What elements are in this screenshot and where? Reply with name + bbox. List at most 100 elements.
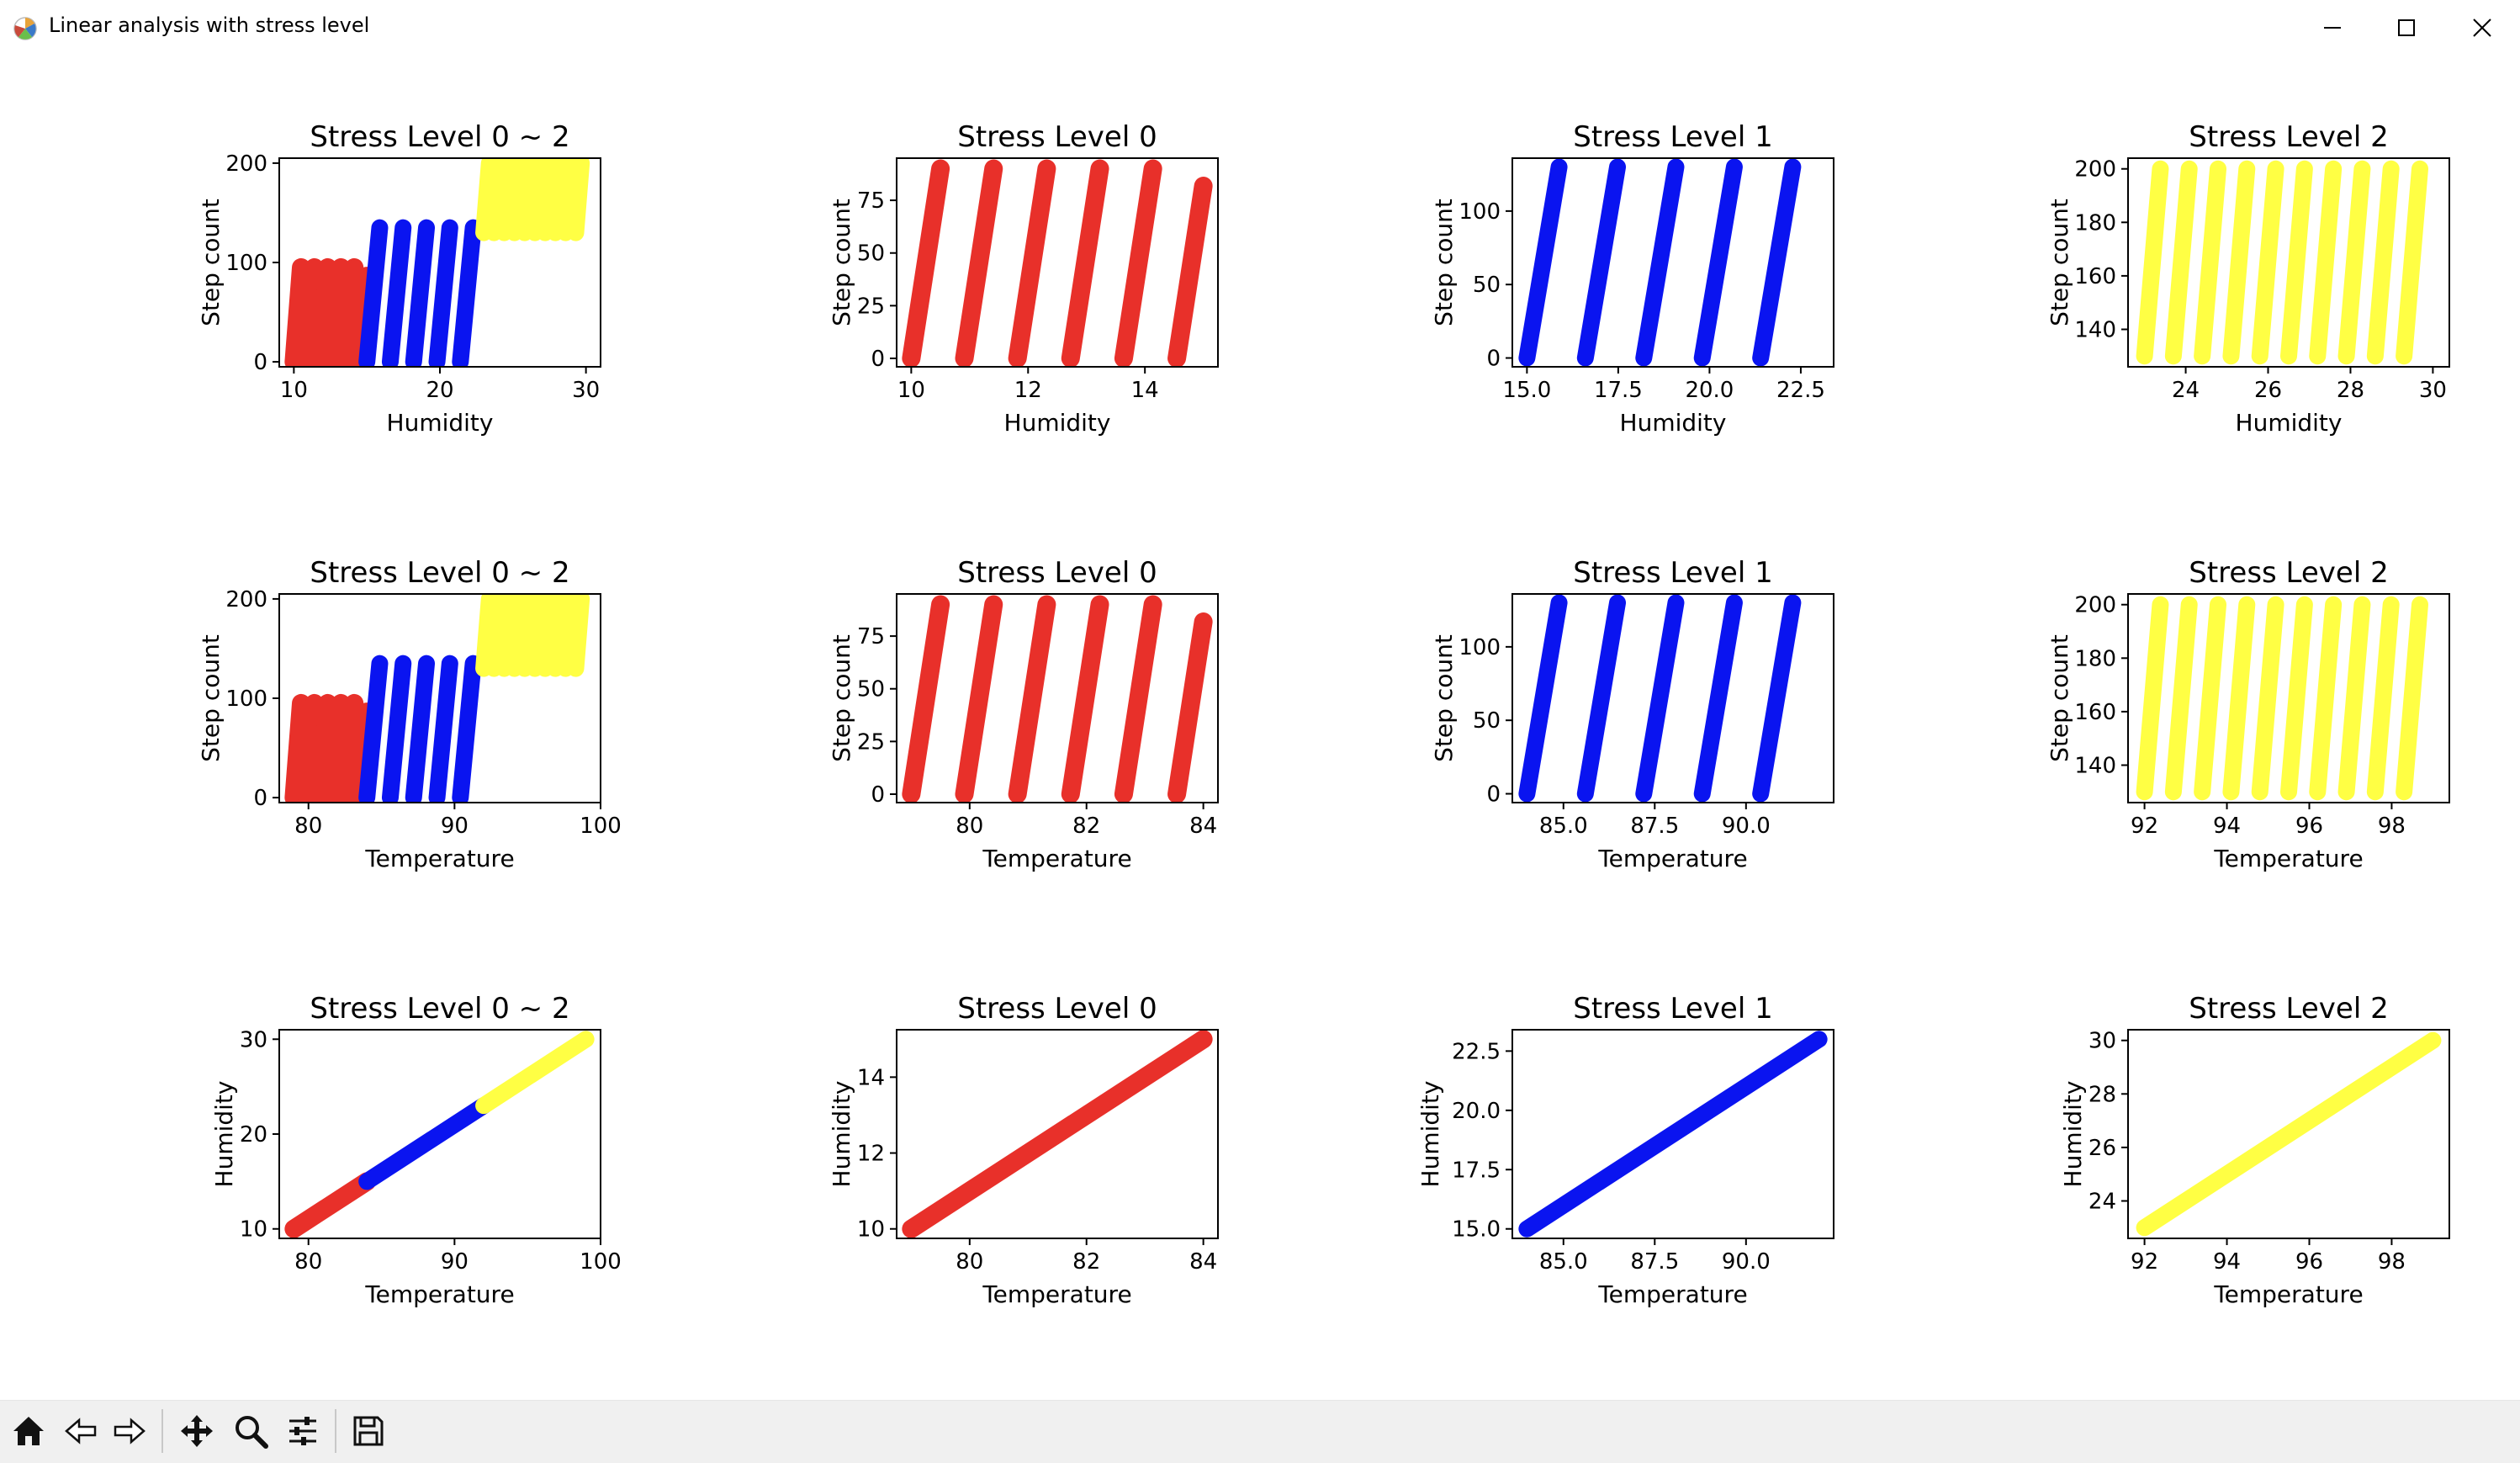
y-axis-label: Humidity: [828, 1081, 855, 1188]
y-tick-label: 30: [240, 1027, 267, 1052]
y-tick-label: 24: [2089, 1189, 2116, 1214]
axes-frame: [1511, 593, 1834, 803]
series-0-stripe: [2251, 160, 2284, 365]
y-tick-label: 160: [2074, 700, 2116, 725]
plot-area: [2136, 160, 2428, 365]
y-tick-label: 28: [2089, 1082, 2116, 1107]
axes-frame: [2127, 593, 2450, 803]
series-0-stripe: [284, 693, 311, 803]
x-tick-label: 94: [2213, 814, 2241, 839]
x-axis-label: Temperature: [1597, 1280, 1747, 1308]
configure-subplots-button[interactable]: [278, 1406, 328, 1456]
back-button[interactable]: [56, 1406, 106, 1456]
forward-icon: [114, 1418, 146, 1444]
series-0-stripe: [2222, 160, 2256, 365]
pan-button[interactable]: [172, 1406, 222, 1456]
x-tick-label: 30: [572, 378, 600, 403]
minimize-button[interactable]: [2295, 0, 2370, 56]
figure-canvas[interactable]: 10 20 30 0 100 200 Stress Level 0 ~ 2 Humidity S…: [0, 56, 2520, 1400]
series-0-markers: [902, 1030, 1213, 1238]
series-0-markers: [284, 1172, 377, 1238]
x-tick-label: 96: [2295, 1249, 2323, 1275]
x-axis-label: Temperature: [364, 1280, 514, 1308]
subplot-title: Stress Level 0: [957, 120, 1157, 154]
series-0-stripe: [337, 257, 364, 367]
close-button[interactable]: [2444, 0, 2520, 56]
series-0-stripe: [955, 159, 1003, 367]
y-axis-label: Step count: [828, 199, 855, 326]
y-tick-label: 17.5: [1452, 1158, 1501, 1183]
y-tick-label: 10: [240, 1217, 267, 1243]
y-tick-label: 100: [225, 251, 267, 276]
y-tick-label: 50: [1473, 708, 1501, 734]
y-tick-label: 25: [857, 294, 885, 319]
series-2-stripe: [567, 594, 590, 677]
toolbar-separator: [161, 1409, 163, 1453]
series-0-stripe: [2164, 596, 2198, 801]
series-1-markers: [358, 1097, 493, 1190]
x-tick-label: 90.0: [1722, 814, 1771, 839]
maximize-button[interactable]: [2369, 0, 2444, 56]
subplot-title: Stress Level 2: [2189, 120, 2389, 154]
series-0-stripe: [310, 693, 337, 803]
axes-frame: [896, 157, 1219, 368]
y-tick-label: 12: [857, 1142, 885, 1167]
series-0-stripe: [2309, 160, 2343, 365]
series-2-stripe: [506, 158, 529, 241]
x-tick-label: 87.5: [1630, 814, 1679, 839]
y-tick-label: 100: [225, 686, 267, 712]
close-icon: [2473, 19, 2491, 37]
save-icon: [353, 1416, 384, 1446]
series-0-stripe: [1693, 594, 1743, 803]
series-2-stripe: [516, 594, 539, 677]
series-2-stripe: [485, 594, 508, 677]
x-tick-label: 96: [2295, 814, 2323, 839]
subplot-title: Stress Level 0: [957, 556, 1157, 590]
home-icon: [13, 1417, 44, 1445]
y-tick-label: 0: [1486, 347, 1501, 372]
subplot-title: Stress Level 2: [2189, 556, 2389, 590]
x-tick-label: 24: [2172, 378, 2200, 403]
plot-area: [284, 1031, 595, 1238]
series-0-stripe: [2136, 160, 2169, 365]
plot-area: [1518, 1031, 1828, 1238]
navigation-toolbar: [0, 1400, 2520, 1463]
series-0-stripe: [1008, 595, 1056, 803]
series-0-stripe: [1518, 594, 1568, 803]
x-tick-label: 90: [441, 1249, 469, 1275]
series-0-stripe: [2194, 160, 2227, 365]
home-button[interactable]: [3, 1406, 54, 1456]
x-tick-label: 22.5: [1776, 378, 1825, 403]
y-axis-label: Step count: [2046, 199, 2073, 326]
x-tick-label: 15.0: [1502, 378, 1551, 403]
series-0-stripe: [324, 693, 351, 803]
y-tick-label: 180: [2074, 646, 2116, 671]
y-tick-label: 50: [857, 677, 885, 702]
series-1-stripe: [381, 655, 412, 803]
series-0-stripe: [2366, 596, 2400, 801]
subplot-title: Stress Level 1: [1573, 556, 1773, 590]
y-tick-label: 14: [857, 1065, 885, 1090]
maximize-icon: [2398, 19, 2415, 36]
series-0-stripe: [1061, 595, 1109, 803]
series-2-stripe: [537, 594, 559, 677]
y-tick-label: 75: [857, 188, 885, 214]
x-tick-label: 85.0: [1539, 1249, 1588, 1275]
toolbar-separator: [335, 1409, 336, 1453]
save-button[interactable]: [343, 1406, 394, 1456]
series-0-stripe: [1635, 158, 1685, 367]
x-axis-label: Temperature: [982, 845, 1131, 872]
y-tick-label: 0: [253, 786, 267, 811]
y-tick-label: 200: [2074, 157, 2116, 183]
y-tick-label: 50: [1473, 273, 1501, 298]
x-tick-label: 12: [1014, 378, 1042, 403]
x-tick-label: 85.0: [1539, 814, 1588, 839]
series-0-stripe: [955, 595, 1003, 803]
series-0-stripe: [284, 257, 311, 367]
subplot-title: Stress Level 2: [2189, 992, 2389, 1026]
configure-subplots-icon: [289, 1417, 316, 1445]
series-0-stripe: [310, 257, 337, 367]
forward-button[interactable]: [104, 1406, 155, 1456]
zoom-button[interactable]: [225, 1406, 276, 1456]
series-2-markers: [475, 1031, 595, 1115]
